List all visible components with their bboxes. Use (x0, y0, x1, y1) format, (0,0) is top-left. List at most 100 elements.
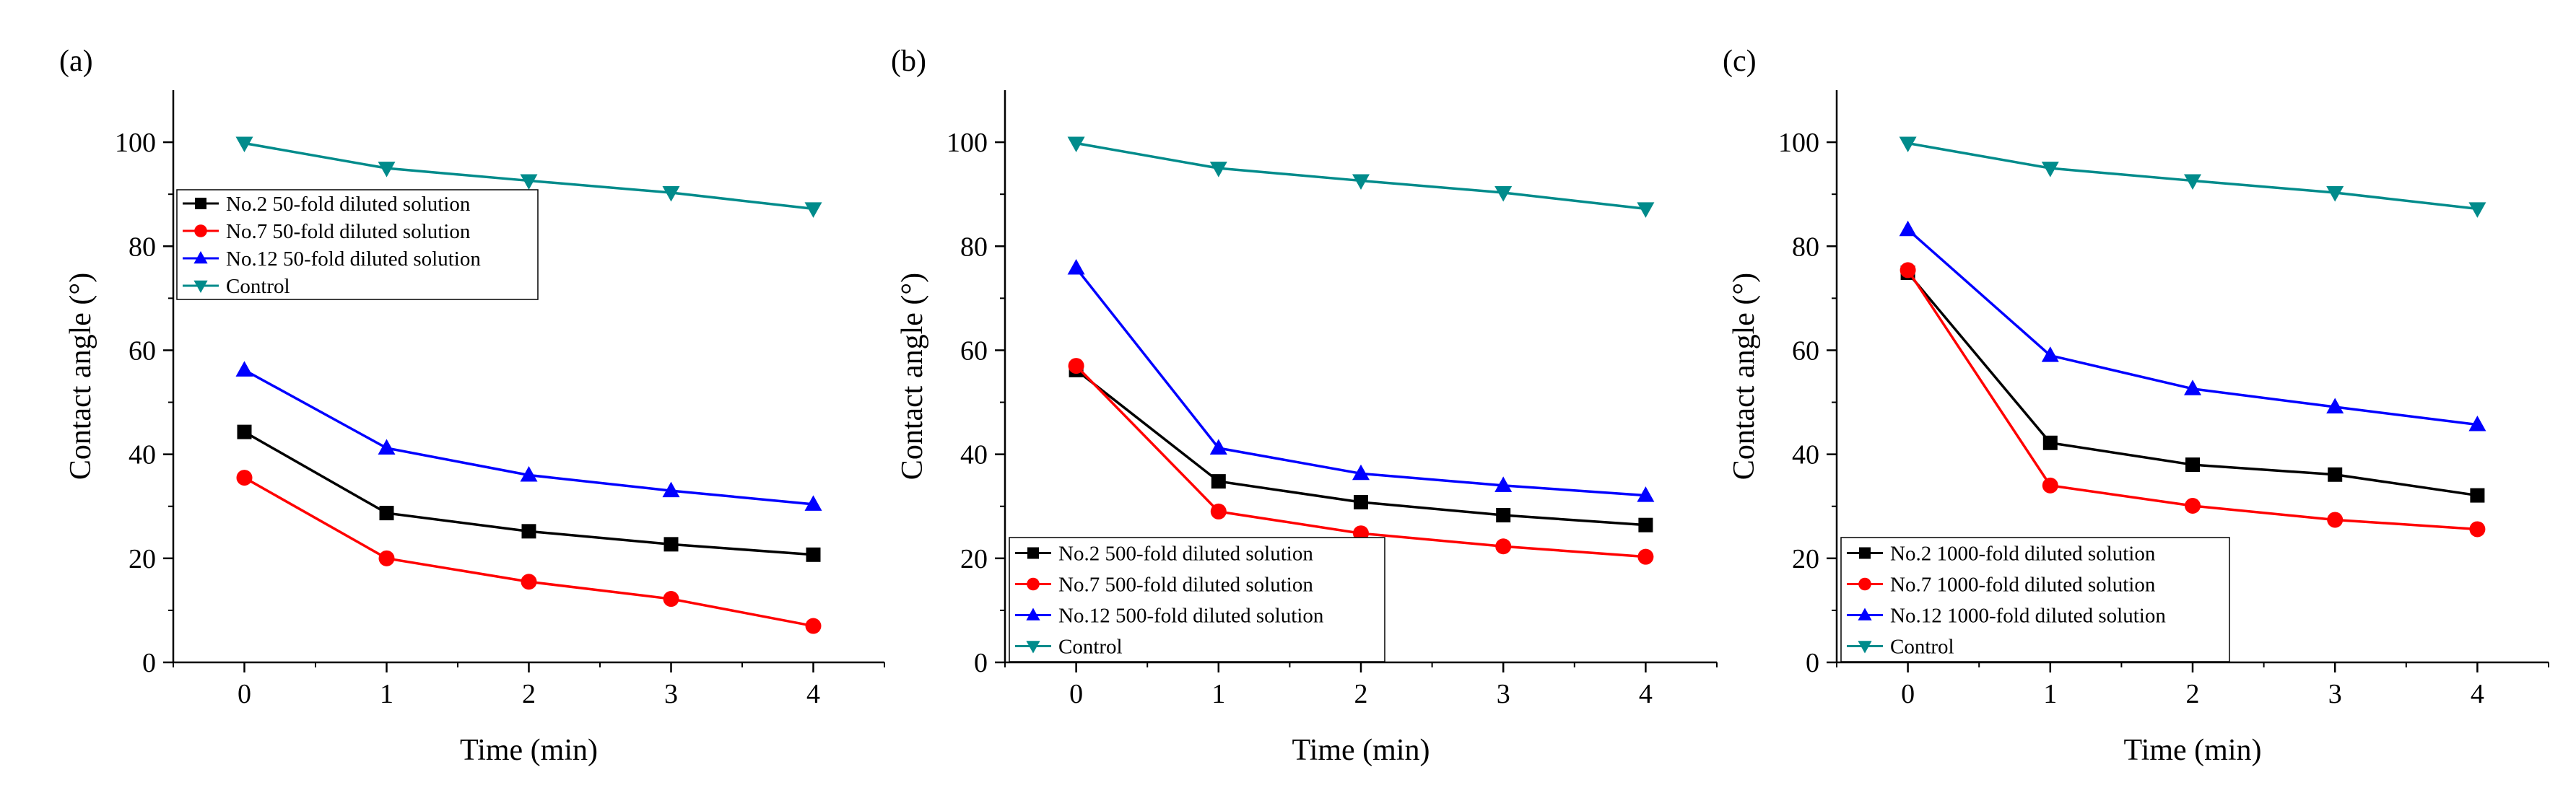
x-tick-label: 1 (380, 679, 393, 709)
y-tick-label: 40 (1792, 440, 1819, 470)
data-point (662, 186, 680, 202)
legend-marker (195, 198, 206, 209)
legend-label: No.7 50-fold diluted solution (226, 220, 471, 243)
x-tick-label: 2 (2186, 679, 2200, 709)
data-point (2184, 380, 2201, 395)
legend-marker (1858, 577, 1871, 591)
legend-label: No.12 500-fold diluted solution (1058, 605, 1324, 628)
x-tick-label: 3 (1497, 679, 1510, 709)
data-point (2185, 457, 2200, 473)
series-2 (1068, 358, 1654, 565)
legend-box (1840, 537, 2230, 662)
legend-marker (193, 280, 208, 293)
y-tick-label: 0 (142, 648, 156, 678)
data-point (1068, 358, 1084, 374)
panel-label: (a) (59, 45, 93, 78)
data-point (1494, 186, 1513, 202)
data-point (378, 162, 396, 177)
data-point (2326, 398, 2344, 414)
legend-box (176, 189, 539, 300)
legend-marker (1027, 577, 1040, 591)
legend-marker (1026, 608, 1040, 621)
data-point (2042, 477, 2058, 494)
series-2 (1900, 262, 2486, 538)
data-point (2041, 162, 2059, 177)
chart-panel-3: (c) 0 20 40 60 80 100 0 1 2 3 4 Time (min) Contact an… (1723, 45, 2549, 767)
data-point (2328, 467, 2343, 482)
y-tick-label: 80 (129, 232, 156, 262)
x-tick-label: 0 (238, 679, 251, 709)
data-point (2468, 416, 2486, 431)
x-axis-title: Time (min) (460, 734, 598, 767)
legend-label: No.12 1000-fold diluted solution (1890, 605, 2166, 628)
x-axis-title: Time (min) (2124, 734, 2262, 767)
x-tick-label: 3 (664, 679, 678, 709)
data-point (236, 470, 253, 486)
y-tick-label: 20 (1792, 544, 1819, 574)
legend-label: No.12 50-fold diluted solution (226, 247, 481, 271)
y-axis-title: Contact angle (°) (896, 273, 929, 480)
data-point (1067, 259, 1085, 275)
data-point (804, 495, 822, 511)
data-point (379, 506, 394, 521)
y-tick-label: 40 (960, 440, 988, 470)
y-tick-label: 60 (129, 336, 156, 366)
data-point (2184, 174, 2201, 190)
data-point (806, 547, 821, 562)
data-point (1067, 136, 1085, 153)
y-tick-label: 100 (115, 128, 156, 158)
legend-marker (194, 224, 207, 237)
series-4 (235, 136, 822, 218)
y-tick-label: 40 (129, 440, 156, 470)
series-3 (1899, 220, 2486, 431)
data-point (1209, 439, 1227, 455)
legend-marker (1026, 641, 1040, 654)
legend-label: No.2 500-fold diluted solution (1058, 543, 1313, 566)
data-point (663, 591, 679, 608)
y-tick-label: 80 (1792, 232, 1819, 262)
x-axis-title: Time (min) (1292, 734, 1430, 767)
series-line (1907, 269, 2478, 531)
x-tick-label: 2 (1354, 679, 1368, 709)
data-point (1494, 476, 1513, 492)
data-point (1899, 220, 1917, 237)
data-point (521, 524, 536, 539)
series-1 (1900, 266, 2485, 503)
legend-marker (1858, 641, 1872, 654)
series-1 (237, 424, 821, 562)
panel-label: (b) (891, 45, 926, 78)
data-point (1637, 486, 1655, 502)
x-tick-label: 0 (1069, 679, 1083, 709)
legend-marker (1859, 547, 1871, 559)
data-point (2185, 498, 2201, 514)
data-point (2468, 202, 2486, 218)
panel-label: (c) (1723, 45, 1757, 78)
legend-marker (193, 251, 208, 264)
x-tick-label: 1 (2043, 679, 2057, 709)
chart-panel-2: (b) 0 20 40 60 80 100 0 1 2 3 4 Time (min) Contact an… (891, 45, 1718, 767)
series-line (243, 476, 814, 628)
data-point (235, 136, 253, 153)
legend-label: Control (226, 275, 290, 298)
y-tick-label: 0 (1806, 648, 1819, 678)
data-point (663, 537, 679, 552)
y-tick-label: 80 (960, 232, 988, 262)
x-tick-label: 4 (806, 679, 820, 709)
x-tick-label: 4 (1639, 679, 1653, 709)
data-point (1495, 538, 1512, 555)
data-point (520, 465, 538, 482)
data-point (1354, 494, 1368, 509)
data-point (1210, 503, 1227, 520)
x-tick-label: 4 (2471, 679, 2484, 709)
data-point (378, 550, 395, 566)
series-line (243, 369, 814, 506)
series-3 (235, 361, 822, 511)
y-tick-label: 60 (960, 336, 988, 366)
y-tick-label: 60 (1792, 336, 1819, 366)
series-line (1075, 267, 1646, 497)
data-point (520, 174, 538, 190)
data-point (1496, 507, 1511, 522)
legend: No.2 1000-fold diluted solution No.7 1000… (1840, 537, 2230, 662)
data-point (1637, 202, 1655, 218)
